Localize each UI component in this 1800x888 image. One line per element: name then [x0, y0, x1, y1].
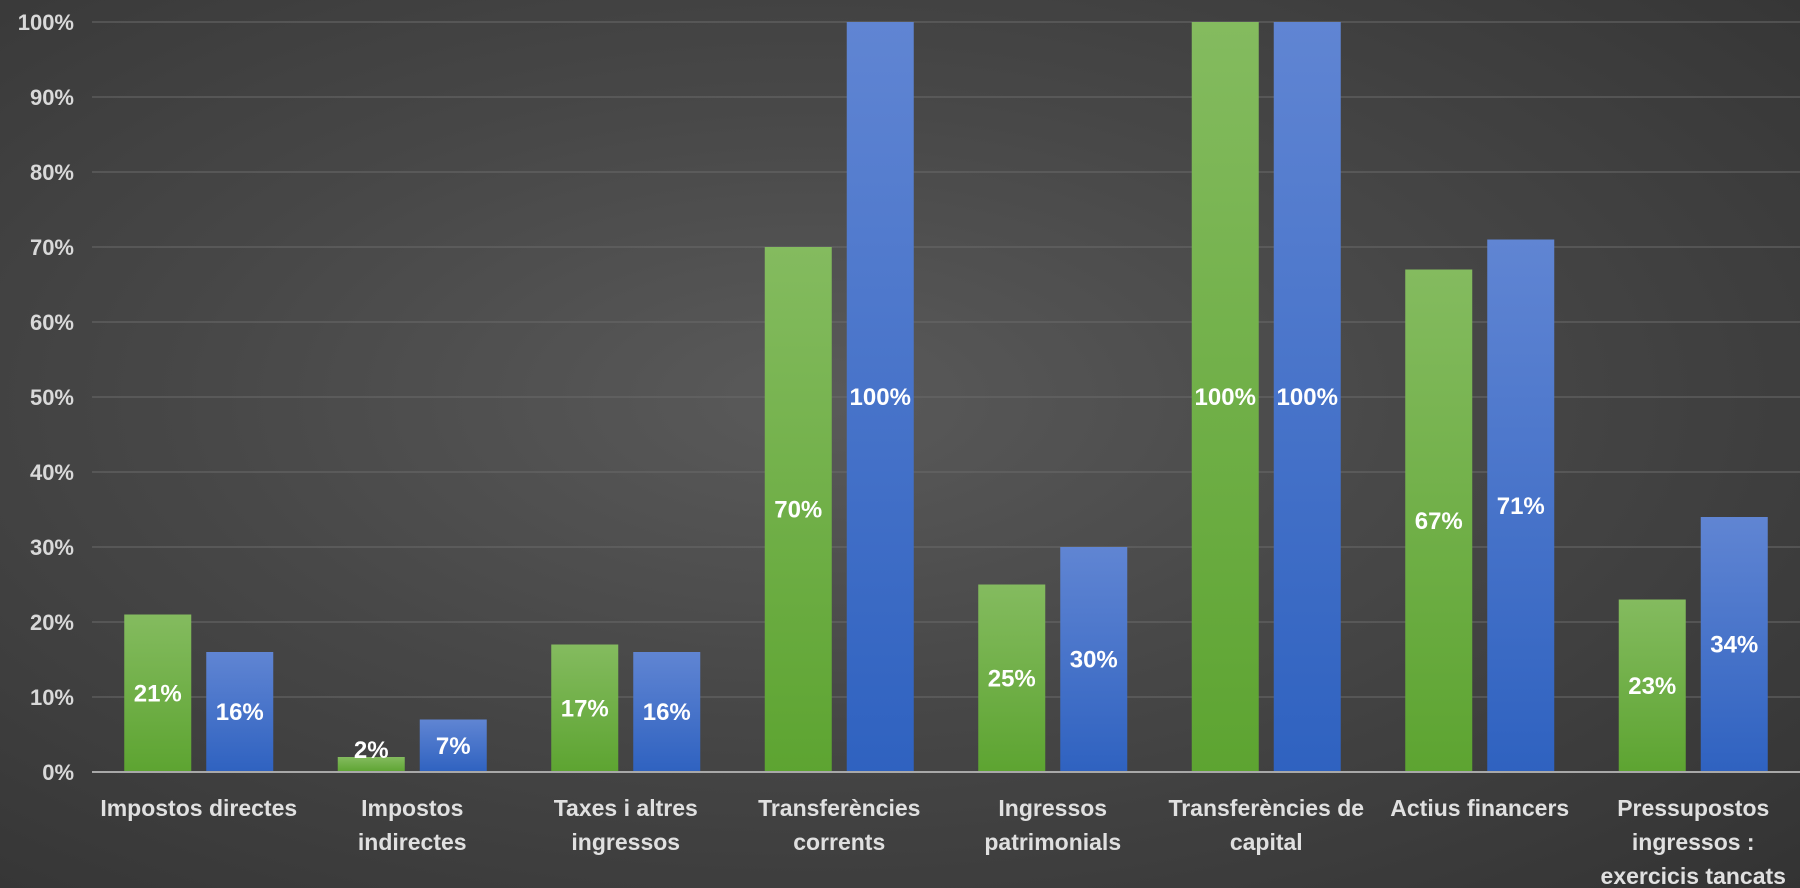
bars [124, 22, 1768, 772]
y-tick-label: 0% [42, 760, 74, 785]
x-tick-label: Impostos directes [100, 795, 297, 821]
bar [846, 22, 914, 772]
data-label: 23% [1628, 673, 1676, 700]
x-tick-label: Transferències de capital [1168, 795, 1364, 855]
x-tick-label: Taxes i altres ingressos [554, 795, 698, 855]
y-tick-label: 20% [30, 610, 74, 635]
x-tick-label: Actius financers [1390, 795, 1569, 821]
bar [551, 644, 619, 772]
data-label: 30% [1070, 647, 1118, 674]
data-label: 70% [774, 497, 822, 524]
data-label: 71% [1497, 493, 1545, 520]
data-label: 34% [1710, 632, 1758, 659]
y-tick-label: 50% [30, 385, 74, 410]
y-tick-label: 70% [30, 235, 74, 260]
y-tick-label: 90% [30, 85, 74, 110]
data-label: 21% [134, 680, 182, 707]
x-tick-label: Impostos indirectes [358, 795, 467, 855]
bar [1191, 22, 1259, 772]
y-tick-label: 80% [30, 160, 74, 185]
bar [1405, 269, 1473, 772]
x-tick-label: Transferències corrents [758, 795, 920, 855]
data-labels: 21% 16% 2% 7% 17% 16% 70% 100% 25% 30% 100% 100% 67%… [134, 384, 1759, 764]
y-tick-label: 60% [30, 310, 74, 335]
bar [206, 652, 274, 772]
gridlines [92, 21, 1800, 698]
data-label: 67% [1415, 508, 1463, 535]
y-axis: 0% 10% 20% 30% 40% 50% 60% 70% 80% 90% 100% [18, 10, 74, 785]
data-label: 17% [561, 695, 609, 722]
data-label: 16% [643, 699, 691, 726]
y-tick-label: 10% [30, 685, 74, 710]
y-tick-label: 40% [30, 460, 74, 485]
data-label: 16% [216, 699, 264, 726]
bar [1487, 239, 1555, 772]
data-label: 100% [850, 384, 911, 411]
bar [1060, 547, 1128, 772]
data-label: 100% [1195, 384, 1256, 411]
x-axis: Impostos directes Impostos indirectes Taxes… [100, 795, 1786, 888]
bar [1618, 599, 1686, 772]
data-label: 100% [1277, 384, 1338, 411]
y-tick-label: 30% [30, 535, 74, 560]
bar [633, 652, 701, 772]
y-tick-label: 100% [18, 10, 74, 35]
data-label: 7% [436, 733, 471, 760]
data-label: 2% [354, 737, 389, 764]
bar [337, 757, 405, 772]
x-tick-label: Ingressos patrimonials [984, 795, 1121, 855]
bar [764, 247, 832, 772]
data-label: 25% [988, 665, 1036, 692]
bar [124, 614, 192, 772]
x-tick-label: Pressupostos ingressos : exercicis tancats [1601, 795, 1786, 888]
bar [1700, 517, 1768, 772]
bar [419, 719, 487, 772]
bar [978, 584, 1046, 772]
bar [1273, 22, 1341, 772]
